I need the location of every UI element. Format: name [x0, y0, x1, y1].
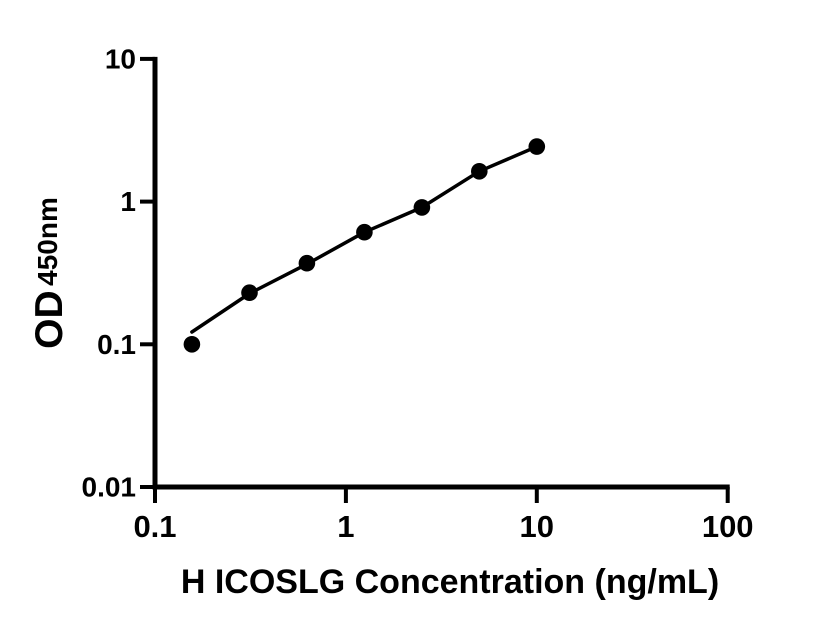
axes [152, 56, 730, 490]
x-tick-label: 1 [337, 509, 354, 544]
x-tick-label: 0.1 [133, 509, 176, 544]
y-tick-label: 0.01 [82, 472, 137, 503]
data-points-group [183, 138, 546, 353]
y-tick-labels: 10 1 0.1 0.01 [82, 43, 137, 502]
data-point [413, 199, 431, 216]
y-axis-title: OD 450nm [28, 197, 71, 349]
data-point [356, 223, 373, 241]
axis-ticks [140, 56, 730, 503]
x-tick-label: 10 [520, 509, 554, 544]
x-tick-label: 100 [702, 509, 754, 544]
data-point [298, 254, 316, 272]
data-point [471, 163, 488, 180]
data-point [241, 284, 258, 302]
y-tick-label: 0.1 [97, 329, 136, 360]
y-tick-label: 1 [120, 186, 136, 217]
data-point [528, 138, 546, 155]
x-axis-title: H ICOSLG Concentration (ng/mL) [181, 563, 719, 601]
y-axis-title-subscript: 450nm [32, 197, 63, 286]
x-tick-labels: 0.1 1 10 100 [133, 509, 753, 544]
y-tick-label: 10 [105, 43, 136, 74]
data-point [183, 336, 201, 353]
y-axis-title-main: OD [28, 290, 71, 349]
